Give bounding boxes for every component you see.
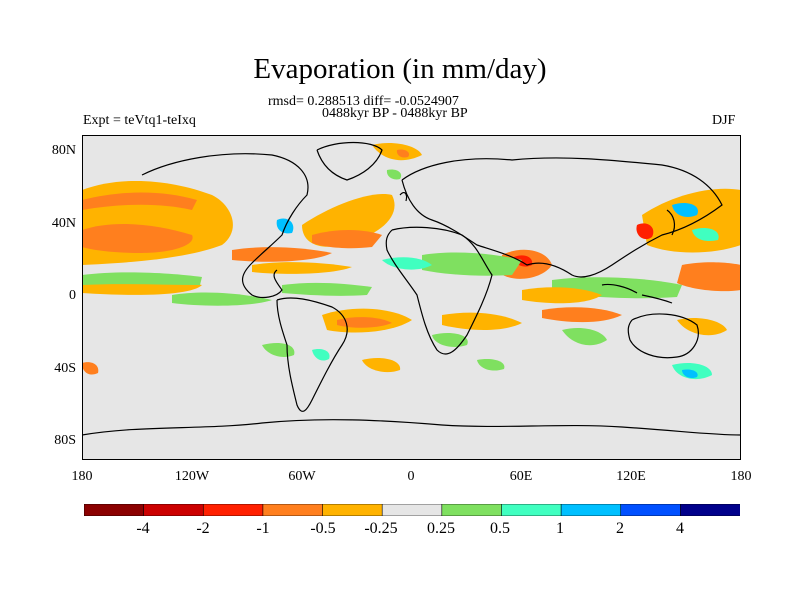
coastline-uk (399, 191, 408, 202)
colorbar-label: 2 (616, 520, 624, 537)
colorbar-swatch (262, 504, 324, 516)
season-label: DJF (712, 113, 736, 128)
coastline-south-america (276, 297, 348, 412)
coastline-japan (666, 209, 676, 236)
colorbar-label: -0.25 (364, 520, 398, 537)
anomaly-patch (362, 358, 401, 373)
anomaly-patch (677, 262, 741, 292)
coastline-indonesia (601, 283, 673, 304)
coastlines (82, 141, 741, 436)
anomaly-patch (562, 328, 607, 346)
colorbar-swatch (143, 504, 204, 516)
anomaly-patch (677, 318, 727, 336)
coastline-north-america (141, 153, 309, 299)
colorbar-label: -1 (256, 520, 270, 537)
colorbar-swatch (560, 504, 622, 516)
colorbar-label: 0.5 (490, 520, 510, 537)
y-tick-label: 80S (54, 433, 76, 448)
anomaly-patch (682, 369, 698, 379)
anomaly-patch (442, 312, 522, 330)
experiment-label: Expt = teVtq1-teIxq (83, 113, 196, 128)
x-tick-label: 120W (174, 469, 210, 484)
evaporation-map (82, 135, 741, 460)
anomaly-patch (312, 349, 330, 361)
anomaly-patch (636, 223, 654, 240)
coastline-africa (385, 226, 493, 355)
anomaly-patch (282, 282, 372, 296)
anomaly-patch (396, 149, 410, 158)
colorbar-swatch (441, 504, 503, 516)
y-tick-label: 0 (69, 288, 76, 303)
colorbar-swatch (322, 504, 383, 516)
colorbar-label: 4 (676, 520, 684, 537)
anomaly-patch (522, 287, 602, 304)
anomaly-patch (432, 333, 468, 347)
anomaly-patch (82, 362, 99, 375)
colorbar-label: -2 (196, 520, 210, 537)
anomaly-patch (82, 272, 202, 285)
anomaly-patch (172, 292, 272, 306)
colorbar-swatch (84, 504, 145, 516)
anomaly-patch (337, 317, 392, 328)
colorbar-label: 1 (556, 520, 564, 537)
colorbar (84, 504, 740, 516)
anomaly-patch (252, 262, 352, 274)
x-tick-label: 180 (71, 469, 93, 484)
anomaly-patch (672, 203, 698, 217)
anomaly-patch (82, 192, 197, 210)
x-tick-label: 120E (616, 469, 646, 484)
colorbar-swatch (501, 504, 562, 516)
period-line: 0488kyr BP - 0488kyr BP (322, 106, 468, 121)
anomaly-patch (312, 230, 382, 249)
y-tick-label: 40S (54, 361, 76, 376)
colorbar-swatch (202, 504, 264, 516)
x-tick-label: 180 (730, 469, 752, 484)
colorbar-label: -4 (136, 520, 150, 537)
anomaly-patch (262, 343, 295, 357)
y-tick-label: 40N (51, 216, 76, 231)
anomaly-patch (692, 228, 719, 241)
colorbar-swatch (680, 504, 740, 516)
x-tick-label: 0 (407, 469, 415, 484)
colorbar-swatch (620, 504, 681, 516)
x-tick-label: 60W (288, 469, 316, 484)
coastline-australia (627, 313, 699, 359)
colorbar-swatch (381, 504, 443, 516)
y-tick-label: 80N (51, 143, 76, 158)
colorbar-label: -0.5 (310, 520, 336, 537)
coastline-antarctica (82, 419, 741, 436)
x-tick-label: 60E (509, 469, 533, 484)
anomaly-patch (422, 252, 522, 276)
anomaly-patch (82, 223, 193, 253)
anomaly-patch (386, 169, 402, 180)
anomaly-patch (542, 307, 622, 323)
coastline-eurasia (401, 157, 723, 278)
anomaly-patch (477, 359, 505, 371)
map-frame (82, 135, 741, 460)
chart-title: Evaporation (in mm/day) (253, 53, 547, 85)
stats-line: rmsd= 0.288513 diff= -0.0524907 (268, 94, 459, 109)
colorbar-label: 0.25 (427, 520, 455, 537)
anomaly-patch (382, 257, 432, 270)
coastline-greenland (316, 141, 383, 181)
